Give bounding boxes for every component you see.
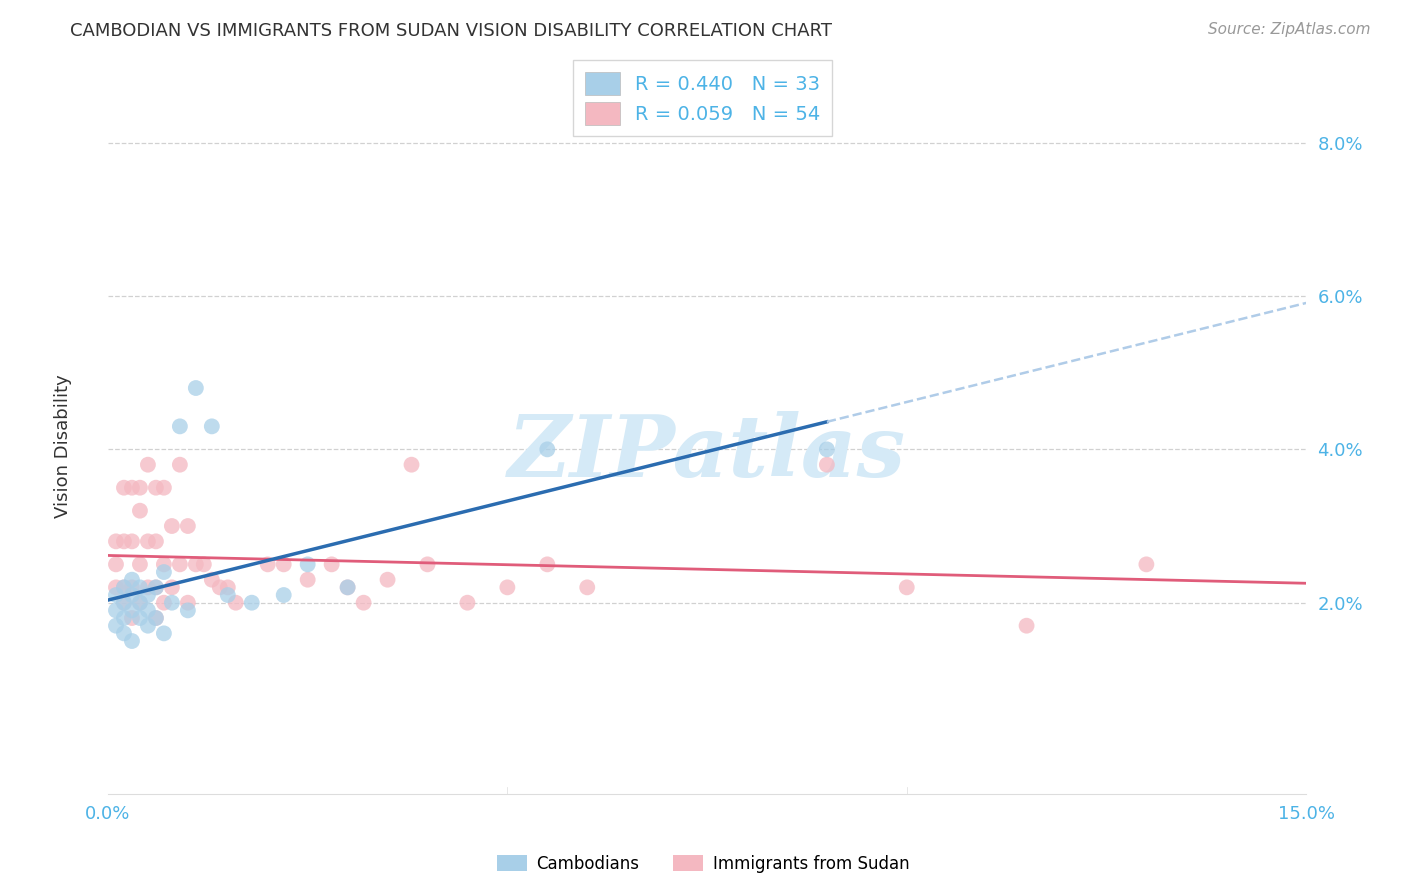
Point bbox=[129, 580, 152, 594]
Text: Vision Disability: Vision Disability bbox=[55, 374, 72, 518]
Point bbox=[576, 580, 599, 594]
Point bbox=[112, 534, 135, 549]
Point bbox=[104, 618, 127, 632]
Point bbox=[121, 588, 143, 602]
Point bbox=[136, 588, 159, 602]
Text: Source: ZipAtlas.com: Source: ZipAtlas.com bbox=[1208, 22, 1371, 37]
Point bbox=[815, 458, 838, 472]
Point bbox=[145, 534, 167, 549]
Point bbox=[456, 596, 478, 610]
Point bbox=[121, 634, 143, 648]
Point bbox=[121, 580, 143, 594]
Point bbox=[201, 419, 224, 434]
Point bbox=[273, 558, 295, 572]
Point bbox=[121, 603, 143, 617]
Point bbox=[177, 596, 200, 610]
Point bbox=[160, 519, 183, 533]
Point bbox=[160, 596, 183, 610]
Point bbox=[217, 588, 239, 602]
Point bbox=[129, 596, 152, 610]
Point bbox=[104, 603, 127, 617]
Point bbox=[104, 558, 127, 572]
Point bbox=[184, 381, 207, 395]
Point bbox=[321, 558, 343, 572]
Point bbox=[129, 611, 152, 625]
Point bbox=[145, 611, 167, 625]
Point bbox=[153, 626, 176, 640]
Point bbox=[153, 596, 176, 610]
Point bbox=[160, 580, 183, 594]
Point bbox=[104, 580, 127, 594]
Point bbox=[112, 596, 135, 610]
Point bbox=[112, 580, 135, 594]
Text: CAMBODIAN VS IMMIGRANTS FROM SUDAN VISION DISABILITY CORRELATION CHART: CAMBODIAN VS IMMIGRANTS FROM SUDAN VISIO… bbox=[70, 22, 832, 40]
Text: ZIPatlas: ZIPatlas bbox=[508, 410, 905, 494]
Point bbox=[121, 534, 143, 549]
Point bbox=[112, 596, 135, 610]
Point bbox=[240, 596, 263, 610]
Point bbox=[153, 558, 176, 572]
Point bbox=[193, 558, 215, 572]
Point bbox=[169, 558, 191, 572]
Point bbox=[153, 481, 176, 495]
Point bbox=[377, 573, 399, 587]
Point bbox=[104, 588, 127, 602]
Point bbox=[129, 596, 152, 610]
Legend: Cambodians, Immigrants from Sudan: Cambodians, Immigrants from Sudan bbox=[489, 848, 917, 880]
Point bbox=[896, 580, 918, 594]
Point bbox=[121, 481, 143, 495]
Point bbox=[129, 558, 152, 572]
Point bbox=[112, 626, 135, 640]
Point bbox=[177, 519, 200, 533]
Point bbox=[184, 558, 207, 572]
Point bbox=[177, 603, 200, 617]
Point bbox=[336, 580, 359, 594]
Point bbox=[136, 603, 159, 617]
Point bbox=[121, 611, 143, 625]
Point bbox=[401, 458, 423, 472]
Point bbox=[136, 534, 159, 549]
Point bbox=[145, 481, 167, 495]
Point bbox=[145, 611, 167, 625]
Point bbox=[536, 558, 558, 572]
Point bbox=[136, 618, 159, 632]
Point bbox=[112, 611, 135, 625]
Point bbox=[145, 580, 167, 594]
Point bbox=[112, 580, 135, 594]
Point bbox=[121, 573, 143, 587]
Point bbox=[201, 573, 224, 587]
Point bbox=[536, 442, 558, 457]
Point bbox=[129, 481, 152, 495]
Point bbox=[104, 534, 127, 549]
Point bbox=[336, 580, 359, 594]
Point bbox=[297, 558, 319, 572]
Point bbox=[273, 588, 295, 602]
Point bbox=[416, 558, 439, 572]
Point bbox=[1015, 618, 1038, 632]
Point bbox=[217, 580, 239, 594]
Point bbox=[225, 596, 247, 610]
Point bbox=[208, 580, 231, 594]
Point bbox=[496, 580, 519, 594]
Point bbox=[129, 504, 152, 518]
Point bbox=[1135, 558, 1157, 572]
Point bbox=[153, 565, 176, 579]
Point bbox=[256, 558, 278, 572]
Point bbox=[145, 580, 167, 594]
Point bbox=[136, 458, 159, 472]
Point bbox=[169, 419, 191, 434]
Point bbox=[136, 580, 159, 594]
Point bbox=[112, 481, 135, 495]
Legend: R = 0.440   N = 33, R = 0.059   N = 54: R = 0.440 N = 33, R = 0.059 N = 54 bbox=[574, 61, 832, 136]
Point bbox=[297, 573, 319, 587]
Point bbox=[169, 458, 191, 472]
Point bbox=[815, 442, 838, 457]
Point bbox=[353, 596, 375, 610]
